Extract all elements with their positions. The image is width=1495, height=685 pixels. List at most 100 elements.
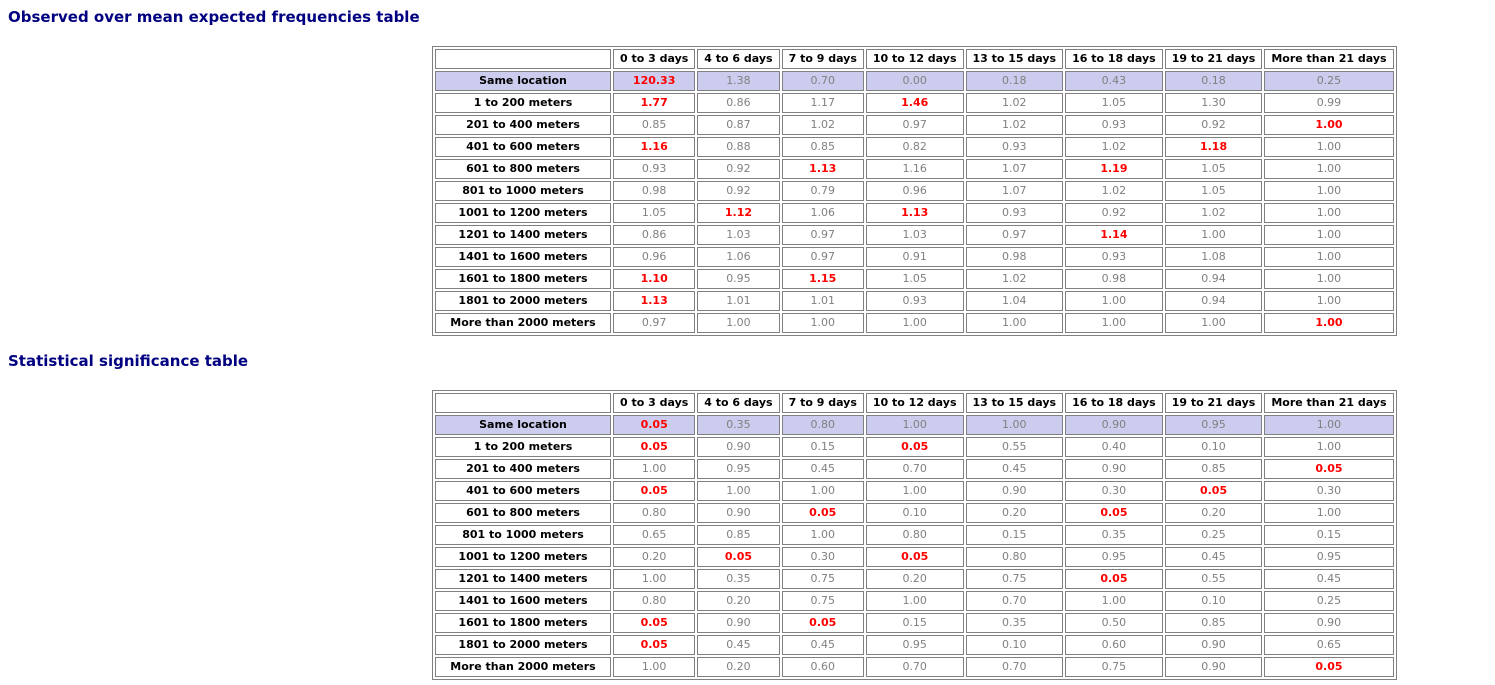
value-cell: 0.88 [697,137,780,157]
value-cell: 0.90 [697,437,780,457]
row-header: Same location [435,415,611,435]
value-cell: 1.14 [1065,225,1163,245]
value-cell: 0.96 [865,181,964,201]
value-cell: 1.00 [1264,291,1394,311]
value-cell: 0.10 [1164,437,1263,457]
value-cell: 0.35 [1065,525,1163,545]
value-cell: 1.17 [781,93,864,113]
row-header: 801 to 1000 meters [435,525,611,545]
value-cell: 1.15 [781,269,864,289]
column-header: More than 21 days [1264,49,1394,69]
value-cell: 0.85 [613,115,696,135]
value-cell: 0.90 [1065,415,1163,435]
value-cell: 1.00 [865,313,964,333]
value-cell: 1.16 [865,159,964,179]
value-cell: 0.86 [613,225,696,245]
value-cell: 0.75 [781,569,864,589]
value-cell: 0.87 [697,115,780,135]
value-cell: 0.10 [965,635,1064,655]
value-cell: 1.00 [1065,313,1163,333]
value-cell: 1.00 [1164,225,1263,245]
table-row: 1401 to 1600 meters 0.80 0.20 0.75 1.00 0.70 1… [435,591,1394,611]
value-cell: 0.05 [1264,657,1394,677]
value-cell: 0.20 [865,569,964,589]
column-header: 4 to 6 days [697,49,780,69]
value-cell: 0.92 [697,159,780,179]
value-cell: 0.20 [697,591,780,611]
value-cell: 1.02 [781,115,864,135]
row-header: 601 to 800 meters [435,503,611,523]
row-header: More than 2000 meters [435,313,611,333]
column-header: 10 to 12 days [865,393,964,413]
row-header: 1401 to 1600 meters [435,591,611,611]
table-row: 401 to 600 meters 0.05 1.00 1.00 1.00 0.90 0.3… [435,481,1394,501]
column-header: 7 to 9 days [781,393,864,413]
value-cell: 1.00 [965,313,1064,333]
value-cell: 0.98 [1065,269,1163,289]
column-header: 19 to 21 days [1164,49,1263,69]
value-cell: 0.96 [613,247,696,267]
value-cell: 0.20 [1164,503,1263,523]
column-header: 4 to 6 days [697,393,780,413]
column-header: 13 to 15 days [965,393,1064,413]
value-cell: 0.05 [1164,481,1263,501]
value-cell: 0.80 [865,525,964,545]
value-cell: 0.93 [613,159,696,179]
value-cell: 0.05 [781,613,864,633]
value-cell: 1.46 [865,93,964,113]
value-cell: 0.86 [697,93,780,113]
value-cell: 1.00 [1065,591,1163,611]
row-header: 1801 to 2000 meters [435,291,611,311]
column-header: 0 to 3 days [613,49,696,69]
value-cell: 1.00 [613,459,696,479]
significance-table-title: Statistical significance table [8,352,249,370]
table-row: 401 to 600 meters 1.16 0.88 0.85 0.82 0.93 1.0… [435,137,1394,157]
table-row: 201 to 400 meters 0.85 0.87 1.02 0.97 1.02 0.9… [435,115,1394,135]
value-cell: 1.05 [1065,93,1163,113]
value-cell: 0.97 [781,247,864,267]
table-row: 1601 to 1800 meters 0.05 0.90 0.05 0.15 0.35 0… [435,613,1394,633]
value-cell: 1.02 [1065,137,1163,157]
row-header: 1201 to 1400 meters [435,569,611,589]
value-cell: 0.75 [1065,657,1163,677]
value-cell: 1.10 [613,269,696,289]
row-header: 801 to 1000 meters [435,181,611,201]
value-cell: 0.45 [1164,547,1263,567]
table-row: Same location 0.05 0.35 0.80 1.00 1.00 0.90 0.9… [435,415,1394,435]
column-header: 16 to 18 days [1065,49,1163,69]
value-cell: 0.94 [1164,269,1263,289]
value-cell: 0.99 [1264,93,1394,113]
value-cell: 0.98 [613,181,696,201]
value-cell: 1.00 [613,657,696,677]
value-cell: 1.05 [1164,159,1263,179]
value-cell: 0.95 [1164,415,1263,435]
value-cell: 0.93 [865,291,964,311]
row-header: 1001 to 1200 meters [435,203,611,223]
value-cell: 0.30 [1065,481,1163,501]
value-cell: 0.43 [1065,71,1163,91]
column-header: 16 to 18 days [1065,393,1163,413]
value-cell: 0.05 [613,415,696,435]
value-cell: 0.55 [1164,569,1263,589]
value-cell: 0.95 [697,269,780,289]
value-cell: 1.77 [613,93,696,113]
value-cell: 0.93 [1065,115,1163,135]
value-cell: 1.00 [1264,181,1394,201]
value-cell: 0.05 [697,547,780,567]
value-cell: 1.00 [1264,203,1394,223]
corner-cell [435,49,611,69]
value-cell: 0.93 [1065,247,1163,267]
value-cell: 0.00 [865,71,964,91]
value-cell: 1.00 [781,481,864,501]
value-cell: 1.19 [1065,159,1163,179]
value-cell: 0.95 [1264,547,1394,567]
value-cell: 0.05 [1065,569,1163,589]
value-cell: 1.30 [1164,93,1263,113]
value-cell: 1.00 [1264,269,1394,289]
row-header: 1401 to 1600 meters [435,247,611,267]
value-cell: 1.00 [1065,291,1163,311]
value-cell: 1.00 [1264,313,1394,333]
value-cell: 0.10 [1164,591,1263,611]
value-cell: 1.04 [965,291,1064,311]
